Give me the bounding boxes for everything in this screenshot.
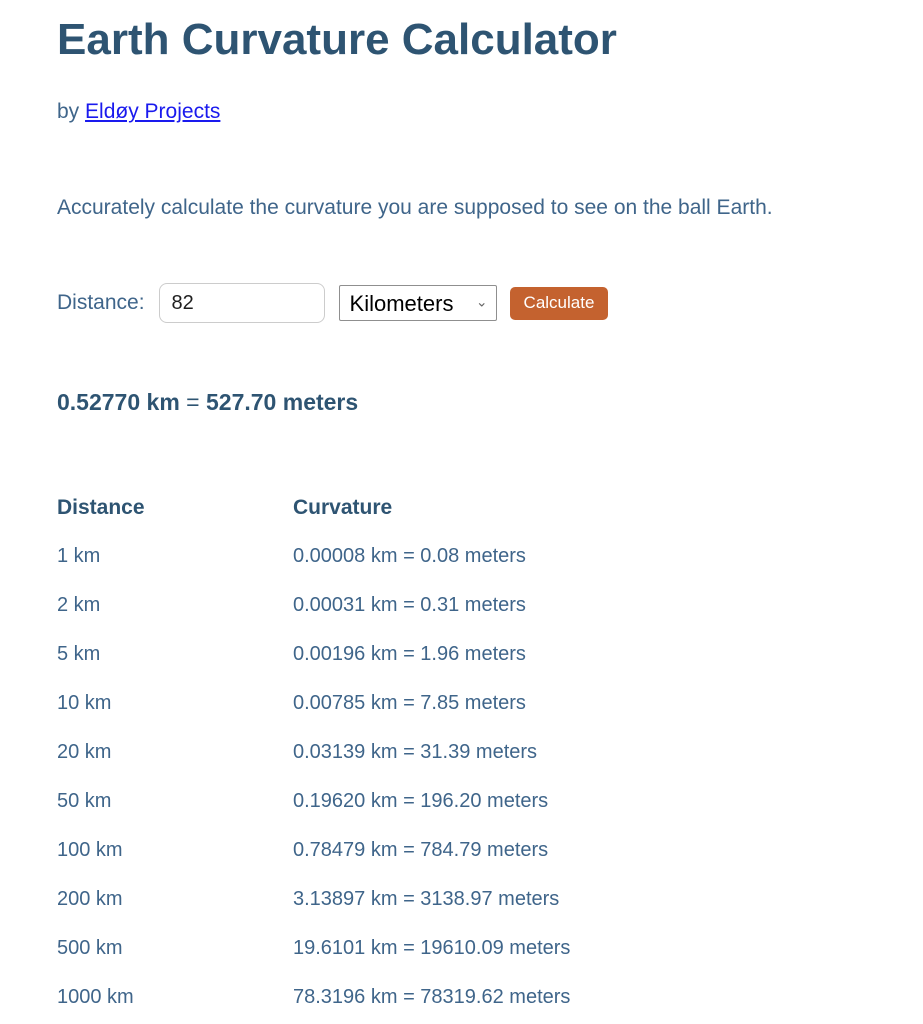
table-row: 20 km 0.03139 km = 31.39 meters [57,728,570,777]
curvature-cell: 0.00031 km = 0.31 meters [293,594,526,617]
table-row: 5 km 0.00196 km = 1.96 meters [57,630,570,679]
curvature-table-body: 1 km 0.00008 km = 0.08 meters 2 km 0.00031 … [57,532,570,1022]
calculate-button[interactable]: Calculate [509,286,609,320]
table-header-curvature: Curvature [293,495,393,519]
distance-label: Distance: [57,291,145,315]
table-header-distance: Distance [57,495,145,519]
unit-select[interactable]: Kilometers [338,285,497,322]
table-row: 500 km 19.6101 km = 19610.09 meters [57,924,570,973]
curvature-cell: 0.19620 km = 196.20 meters [293,790,549,813]
table-row: 1000 km 78.3196 km = 78319.62 meters [57,973,570,1022]
distance-cell: 1000 km [57,986,134,1009]
byline-prefix: by [57,100,80,124]
distance-cell: 50 km [57,790,112,813]
table-row: 100 km 0.78479 km = 784.79 meters [57,826,570,875]
calculator-form: Distance: Kilometers ⌄ Calculate [57,283,866,324]
distance-cell: 1 km [57,545,101,568]
distance-cell: 200 km [57,888,123,911]
unit-select-wrap: Kilometers ⌄ [338,285,497,322]
table-row: 2 km 0.00031 km = 0.31 meters [57,581,570,630]
table-row: 10 km 0.00785 km = 7.85 meters [57,679,570,728]
byline: by Eldøy Projects [57,100,866,124]
curvature-cell: 0.78479 km = 784.79 meters [293,839,549,862]
distance-cell: 500 km [57,937,123,960]
table-row: 200 km 3.13897 km = 3138.97 meters [57,875,570,924]
page-title: Earth Curvature Calculator [57,15,617,64]
curvature-cell: 0.00196 km = 1.96 meters [293,643,526,666]
equals-sign: = [186,389,200,416]
curvature-cell: 0.00008 km = 0.08 meters [293,545,526,568]
distance-cell: 100 km [57,839,123,862]
result-text: 0.52770 km = 527.70 meters [57,389,866,416]
author-link[interactable]: Eldøy Projects [85,100,221,124]
curvature-cell: 19.6101 km = 19610.09 meters [293,937,571,960]
table-row: 1 km 0.00008 km = 0.08 meters [57,532,570,581]
result-meters: 527.70 meters [206,389,359,416]
distance-cell: 20 km [57,741,112,764]
table-row: 50 km 0.19620 km = 196.20 meters [57,777,570,826]
page-description: Accurately calculate the curvature you a… [57,196,773,220]
table-header-row: Distance Curvature [57,483,570,532]
distance-cell: 10 km [57,692,112,715]
curvature-cell: 0.00785 km = 7.85 meters [293,692,526,715]
curvature-table: Distance Curvature 1 km 0.00008 km = 0.08… [57,483,570,1022]
distance-input[interactable] [158,283,325,324]
distance-cell: 2 km [57,594,101,617]
distance-cell: 5 km [57,643,101,666]
curvature-cell: 78.3196 km = 78319.62 meters [293,986,571,1009]
result-km: 0.52770 km [57,389,180,416]
curvature-cell: 0.03139 km = 31.39 meters [293,741,538,764]
curvature-cell: 3.13897 km = 3138.97 meters [293,888,560,911]
